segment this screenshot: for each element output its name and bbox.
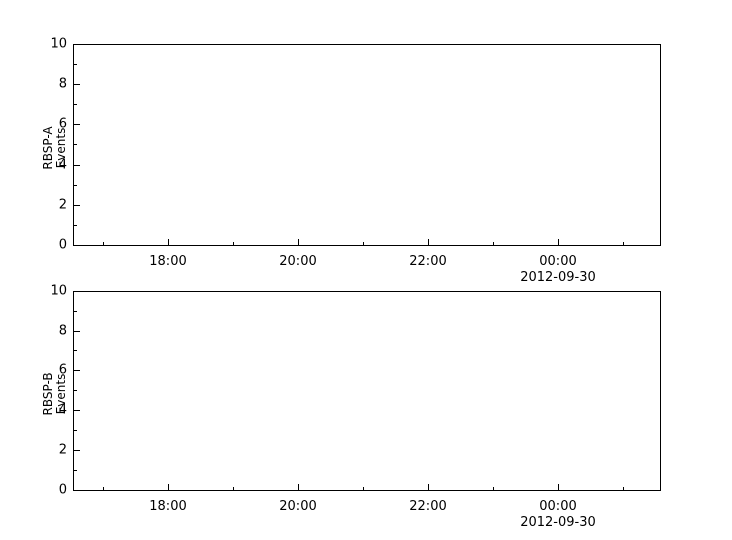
y-tick-label-8: 8 xyxy=(58,323,67,339)
x-tick-label-2200-time: 22:00 xyxy=(409,499,447,514)
y-tick-minor-9 xyxy=(73,311,77,312)
x-tick-label-0000: 00:00 2012-09-30 xyxy=(520,254,596,287)
y-tick-major-10 xyxy=(73,291,80,292)
y-tick-major-0 xyxy=(73,490,80,491)
plot-frame-rbsp-b xyxy=(73,291,661,491)
x-tick-label-1800-time: 18:00 xyxy=(149,254,187,269)
y-tick-label-4: 4 xyxy=(58,157,67,173)
x-tick-major-2000 xyxy=(298,484,299,491)
x-tick-minor-2300 xyxy=(493,487,494,491)
y-tick-label-10: 10 xyxy=(50,36,67,52)
y-tick-minor-3 xyxy=(73,185,77,186)
x-tick-label-2000-time: 20:00 xyxy=(279,499,317,514)
y-tick-major-10 xyxy=(73,44,80,45)
x-tick-major-0000 xyxy=(558,484,559,491)
x-tick-major-1800 xyxy=(168,484,169,491)
y-tick-minor-5 xyxy=(73,390,77,391)
x-tick-label-2000: 20:00 xyxy=(279,254,316,270)
x-tick-major-1800 xyxy=(168,239,169,246)
x-tick-major-2200 xyxy=(428,484,429,491)
y-tick-label-4: 4 xyxy=(58,402,67,418)
x-tick-major-0000 xyxy=(558,239,559,246)
x-tick-major-2000 xyxy=(298,239,299,246)
x-tick-label-2200-time: 22:00 xyxy=(409,254,447,269)
x-tick-minor-1700 xyxy=(103,242,104,246)
x-tick-label-2200: 22:00 xyxy=(409,254,446,270)
y-tick-major-8 xyxy=(73,84,80,85)
y-tick-label-8: 8 xyxy=(58,76,67,92)
x-tick-minor-0100 xyxy=(623,242,624,246)
y-tick-label-10: 10 xyxy=(50,283,67,299)
y-tick-label-0: 0 xyxy=(58,482,67,498)
x-tick-minor-1900 xyxy=(233,487,234,491)
x-tick-label-0000-time: 00:00 xyxy=(539,254,577,269)
y-tick-major-4 xyxy=(73,410,80,411)
x-tick-minor-2300 xyxy=(493,242,494,246)
x-tick-minor-1900 xyxy=(233,242,234,246)
x-axis-date-label: 2012-09-30 xyxy=(520,270,596,286)
y-tick-minor-7 xyxy=(73,350,77,351)
plot-frame-rbsp-a xyxy=(73,44,661,246)
plot-panel-rbsp-b[interactable]: RBSP-B Events 0 2 4 6 8 10 18:00 20:00 xyxy=(41,285,661,530)
y-tick-minor-5 xyxy=(73,144,77,145)
x-tick-major-2200 xyxy=(428,239,429,246)
plot-panel-rbsp-a[interactable]: RBSP-A Events 0 2 4 6 8 10 18:00 20:00 xyxy=(41,38,661,285)
y-tick-major-8 xyxy=(73,331,80,332)
x-tick-label-2200: 22:00 xyxy=(409,499,446,515)
x-tick-minor-2100 xyxy=(363,487,364,491)
y-tick-minor-1 xyxy=(73,225,77,226)
x-tick-minor-1700 xyxy=(103,487,104,491)
y-tick-label-2: 2 xyxy=(58,197,67,213)
y-tick-major-2 xyxy=(73,205,80,206)
x-tick-label-2000-time: 20:00 xyxy=(279,254,317,269)
x-tick-label-2000: 20:00 xyxy=(279,499,316,515)
y-tick-minor-1 xyxy=(73,470,77,471)
y-tick-major-0 xyxy=(73,245,80,246)
y-axis-label-line-1: RBSP-A xyxy=(41,126,56,170)
x-tick-label-0000: 00:00 2012-09-30 xyxy=(520,499,596,532)
x-tick-minor-0100 xyxy=(623,487,624,491)
y-tick-minor-7 xyxy=(73,104,77,105)
x-axis-date-label: 2012-09-30 xyxy=(520,515,596,531)
x-tick-label-0000-time: 00:00 xyxy=(539,499,577,514)
y-tick-major-4 xyxy=(73,165,80,166)
y-tick-minor-9 xyxy=(73,64,77,65)
x-tick-label-1800: 18:00 xyxy=(149,254,186,270)
y-tick-label-0: 0 xyxy=(58,237,67,253)
x-tick-minor-2100 xyxy=(363,242,364,246)
x-tick-label-1800: 18:00 xyxy=(149,499,186,515)
y-axis-label-line-1: RBSP-B xyxy=(41,372,56,416)
y-tick-major-6 xyxy=(73,124,80,125)
y-tick-label-6: 6 xyxy=(58,116,67,132)
y-tick-label-6: 6 xyxy=(58,362,67,378)
y-tick-label-2: 2 xyxy=(58,442,67,458)
y-tick-major-6 xyxy=(73,370,80,371)
y-tick-major-2 xyxy=(73,450,80,451)
x-tick-label-1800-time: 18:00 xyxy=(149,499,187,514)
y-tick-minor-3 xyxy=(73,430,77,431)
